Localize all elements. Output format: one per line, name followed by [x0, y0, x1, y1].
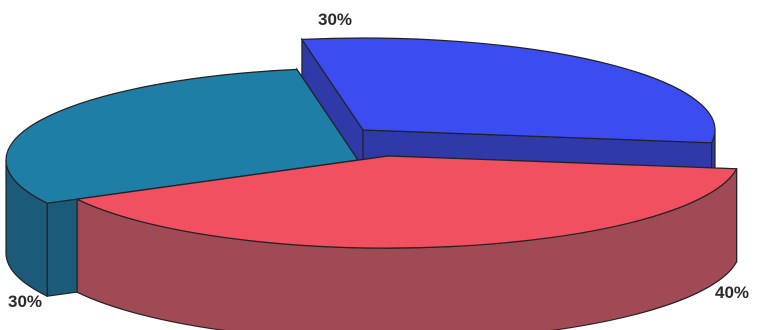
pie-slice-0-top [300, 37, 716, 144]
slice-label-top: 30% [318, 10, 353, 29]
pie-slice-1-top [75, 155, 738, 249]
pie-slice-1 [75, 155, 738, 330]
pie-slice-2-top [5, 68, 360, 204]
slice-label-left: 30% [8, 292, 43, 311]
slice-label-right: 40% [715, 283, 750, 302]
